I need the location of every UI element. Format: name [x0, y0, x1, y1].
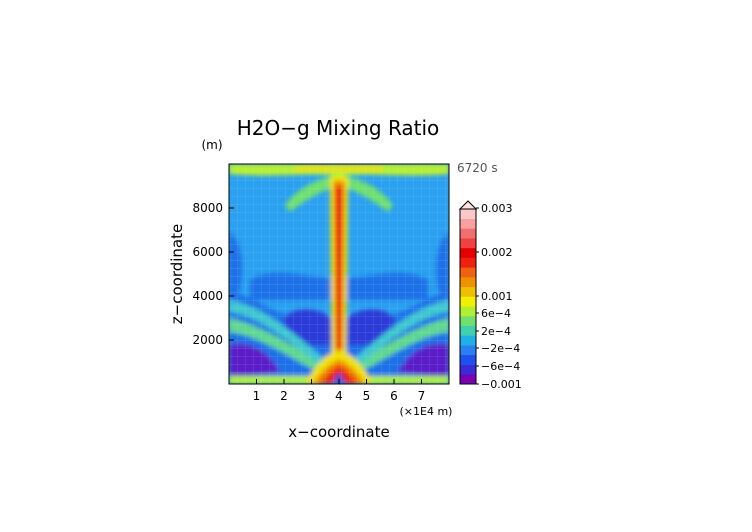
time-label: 6720 s	[457, 161, 498, 175]
colorbar-swatch	[460, 267, 476, 278]
colorbar-swatch	[460, 247, 476, 258]
colorbar-label: 0.002	[481, 246, 513, 259]
colorbar-swatch	[460, 345, 476, 356]
x-axis: 1 2 3 4 5 6 7	[253, 379, 426, 403]
colorbar-label: 0.001	[481, 290, 513, 303]
colorbar-swatch	[460, 374, 476, 385]
colorbar-swatch	[460, 315, 476, 326]
y-axis: 2000 4000 6000 8000	[192, 201, 234, 347]
colorbar-swatch	[460, 325, 476, 336]
colorbar-swatch	[460, 238, 476, 249]
colorbar-label: −2e−4	[481, 342, 520, 355]
colorbar-overflow-arrow	[458, 200, 478, 210]
x-tick-label: 5	[363, 389, 371, 403]
colorbar: 0.003 0.002 0.001 6e−4 2e−4 −2e−4 −6e−4 −0.001	[458, 200, 522, 391]
colorbar-swatch	[460, 277, 476, 288]
y-tick-label: 8000	[192, 201, 223, 215]
y-tick-label: 2000	[192, 333, 223, 347]
y-tick-label: 6000	[192, 245, 223, 259]
colorbar-swatch	[460, 306, 476, 317]
colorbar-swatch	[460, 286, 476, 297]
x-tick-label: 2	[280, 389, 288, 403]
colorbar-swatch	[460, 209, 476, 220]
colorbar-swatch	[460, 257, 476, 268]
x-tick-label: 6	[390, 389, 398, 403]
colorbar-swatch	[460, 218, 476, 229]
colorbar-label: 0.003	[481, 202, 513, 215]
chart-title: H2O−g Mixing Ratio	[237, 116, 440, 140]
contour-field	[229, 164, 449, 384]
colorbar-swatch	[460, 354, 476, 365]
colorbar-swatch	[460, 364, 476, 375]
colorbar-swatch	[460, 296, 476, 307]
colorbar-label: 2e−4	[481, 325, 511, 338]
x-tick-label: 7	[418, 389, 426, 403]
x-axis-title: x−coordinate	[288, 423, 389, 441]
x-tick-label: 1	[253, 389, 261, 403]
colorbar-label: −0.001	[481, 378, 522, 391]
y-unit-label: (m)	[201, 138, 222, 152]
x-tick-label: 3	[308, 389, 316, 403]
colorbar-label: 6e−4	[481, 307, 511, 320]
colorbar-label: −6e−4	[481, 360, 520, 373]
colorbar-swatch	[460, 335, 476, 346]
colorbar-swatch	[460, 228, 476, 239]
x-unit-label: (×1E4 m)	[400, 405, 453, 418]
y-tick-label: 4000	[192, 289, 223, 303]
x-tick-label: 4	[335, 389, 343, 403]
y-axis-title: z−coordinate	[168, 224, 186, 324]
